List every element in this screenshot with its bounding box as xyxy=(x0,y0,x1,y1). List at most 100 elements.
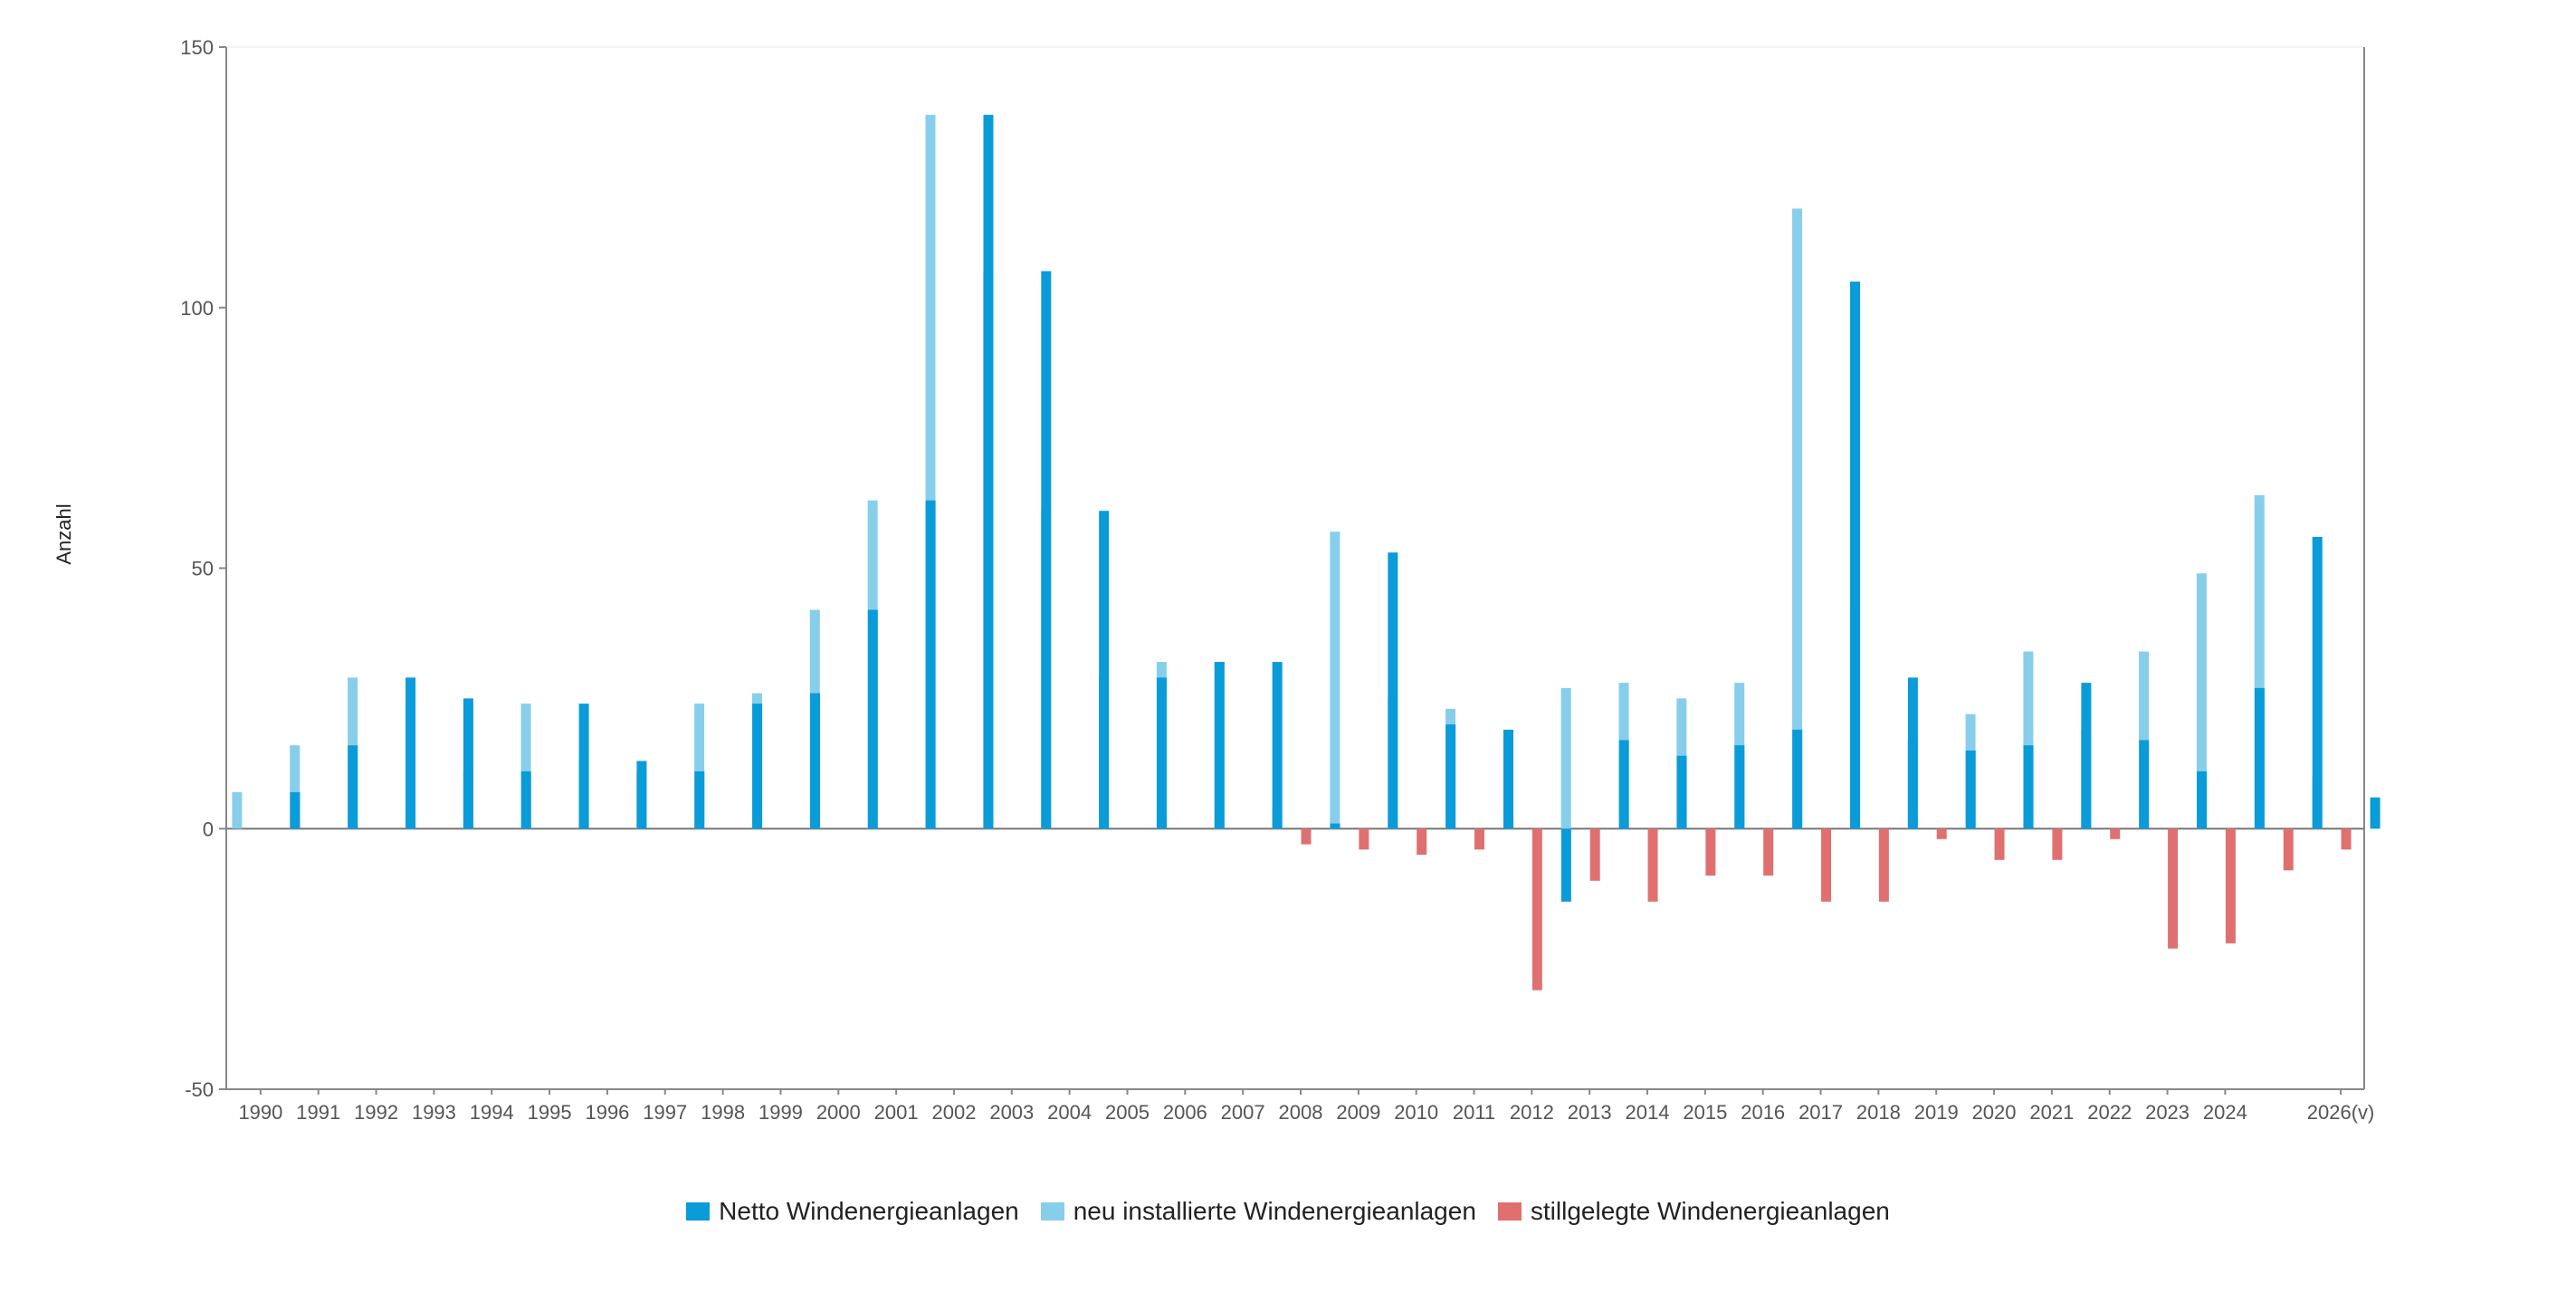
bar-stillgelegt[interactable] xyxy=(1417,828,1427,856)
bar-netto[interactable] xyxy=(1907,677,1918,829)
bar-netto[interactable] xyxy=(1676,755,1687,829)
legend-swatch-neu-installiert xyxy=(1040,1202,1064,1221)
bar-netto[interactable] xyxy=(983,114,994,829)
y-axis-title: Anzahl xyxy=(52,503,75,564)
bar-neu[interactable] xyxy=(1792,208,1803,829)
bar-netto[interactable] xyxy=(1792,729,1803,829)
bar-neu[interactable] xyxy=(2254,494,2265,829)
bar-stillgelegt[interactable] xyxy=(2225,828,2236,943)
x-tick-label: 2001 xyxy=(874,1101,919,1124)
bar-netto[interactable] xyxy=(348,745,358,829)
bar-neu[interactable] xyxy=(290,745,301,829)
bar-netto[interactable] xyxy=(694,771,705,829)
y-tick-label: -50 xyxy=(185,1078,214,1101)
legend-swatch-stillgelegt xyxy=(1497,1202,1522,1221)
x-tick-label: 2006 xyxy=(1163,1101,1207,1124)
bar-netto[interactable] xyxy=(1330,823,1340,829)
plot-area xyxy=(226,46,2380,1089)
bar-stillgelegt[interactable] xyxy=(2283,828,2294,871)
bar-neu[interactable] xyxy=(520,704,531,829)
y-tick-label: 50 xyxy=(192,558,214,580)
bar-neu[interactable] xyxy=(1330,531,1340,829)
bar-stillgelegt[interactable] xyxy=(2110,828,2121,839)
x-tick-label: 1996 xyxy=(585,1101,629,1124)
bar-netto[interactable] xyxy=(405,677,416,829)
bar-netto[interactable] xyxy=(290,791,301,829)
bar-stillgelegt[interactable] xyxy=(1474,828,1485,850)
legend-label-neu-installiert: neu installierte Windenergieanlagen xyxy=(1073,1197,1476,1225)
x-tick-label: 2004 xyxy=(1047,1101,1092,1124)
bar-netto[interactable] xyxy=(1734,745,1745,829)
bar-netto[interactable] xyxy=(2023,745,2034,829)
bar-stillgelegt[interactable] xyxy=(1589,828,1600,881)
bar-netto[interactable] xyxy=(1156,677,1167,829)
x-tick-label: 2016 xyxy=(1741,1101,1785,1124)
bar-stillgelegt[interactable] xyxy=(1705,828,1716,876)
bar-neu[interactable] xyxy=(2023,651,2034,829)
bar-stillgelegt[interactable] xyxy=(1359,828,1369,850)
x-tick-label: 1992 xyxy=(354,1101,398,1124)
legend-item-neu-installiert[interactable]: neu installierte Windenergieanlagen xyxy=(1040,1197,1476,1226)
x-tick-label: 2013 xyxy=(1568,1101,1612,1124)
bar-netto[interactable] xyxy=(463,698,473,829)
bar-stillgelegt[interactable] xyxy=(2341,828,2352,850)
bar-netto[interactable] xyxy=(867,609,878,829)
bar-netto[interactable] xyxy=(1618,740,1629,829)
bar-netto[interactable] xyxy=(925,500,936,829)
bar-stillgelegt[interactable] xyxy=(1301,828,1312,845)
bar-netto[interactable] xyxy=(520,771,531,829)
bar-netto[interactable] xyxy=(2312,536,2323,829)
x-tick-label: 2026(v) xyxy=(2307,1101,2375,1124)
x-tick-label: 2003 xyxy=(989,1101,1034,1124)
x-tick-label: 2018 xyxy=(1856,1101,1901,1124)
y-tick-label: 150 xyxy=(180,36,214,59)
bar-neu[interactable] xyxy=(1560,687,1571,829)
x-tick-label: 2024 xyxy=(2203,1101,2247,1124)
x-tick-label: 1993 xyxy=(412,1101,456,1124)
legend-item-stillgelegt[interactable]: stillgelegte Windenergieanlagen xyxy=(1497,1197,1890,1226)
bar-stillgelegt[interactable] xyxy=(2168,828,2179,949)
bar-neu[interactable] xyxy=(925,114,936,829)
bar-netto[interactable] xyxy=(2081,683,2092,829)
bar-netto[interactable] xyxy=(578,704,589,829)
bar-netto[interactable] xyxy=(1099,511,1110,829)
bar-netto[interactable] xyxy=(1272,662,1283,829)
bar-netto[interactable] xyxy=(2139,740,2150,829)
bar-netto[interactable] xyxy=(2370,797,2380,829)
bar-stillgelegt[interactable] xyxy=(1531,828,1542,991)
x-tick-label: 1998 xyxy=(701,1101,745,1124)
bar-netto[interactable] xyxy=(1965,750,1976,829)
bar-netto[interactable] xyxy=(1214,662,1225,829)
bar-netto[interactable] xyxy=(752,704,763,829)
bar-stillgelegt[interactable] xyxy=(1936,828,1947,839)
x-tick-label: 2019 xyxy=(1914,1101,1959,1124)
bar-netto[interactable] xyxy=(1850,281,1861,829)
bar-stillgelegt[interactable] xyxy=(1994,828,2005,860)
bar-stillgelegt[interactable] xyxy=(1763,828,1774,876)
legend-swatch-netto xyxy=(686,1202,711,1221)
bar-netto[interactable] xyxy=(636,761,647,829)
bar-stillgelegt[interactable] xyxy=(1647,828,1658,902)
x-tick-label: 2020 xyxy=(1972,1101,2017,1124)
bar-stillgelegt[interactable] xyxy=(1878,828,1889,902)
bar-netto[interactable] xyxy=(1503,729,1514,829)
bar-netto[interactable] xyxy=(2254,687,2265,829)
bar-stillgelegt[interactable] xyxy=(1821,828,1832,902)
bar-neu[interactable] xyxy=(2196,573,2207,829)
bar-netto[interactable] xyxy=(1041,271,1052,829)
x-tick-label: 2002 xyxy=(931,1101,976,1124)
legend-item-netto[interactable]: Netto Windenergieanlagen xyxy=(686,1197,1019,1226)
bar-stillgelegt[interactable] xyxy=(2052,828,2063,860)
bar-netto[interactable] xyxy=(1445,724,1456,829)
legend-label-netto: Netto Windenergieanlagen xyxy=(719,1197,1019,1225)
bar-netto[interactable] xyxy=(809,693,820,829)
bar-neu[interactable] xyxy=(694,704,705,829)
x-tick-label: 2014 xyxy=(1626,1101,1670,1124)
legend-label-stillgelegt: stillgelegte Windenergieanlagen xyxy=(1530,1197,1890,1225)
bar-neu[interactable] xyxy=(232,791,243,829)
x-tick-label: 2010 xyxy=(1394,1101,1438,1124)
bar-netto[interactable] xyxy=(1388,552,1398,829)
bar-netto[interactable] xyxy=(2197,771,2208,829)
bar-netto[interactable] xyxy=(1560,828,1571,902)
